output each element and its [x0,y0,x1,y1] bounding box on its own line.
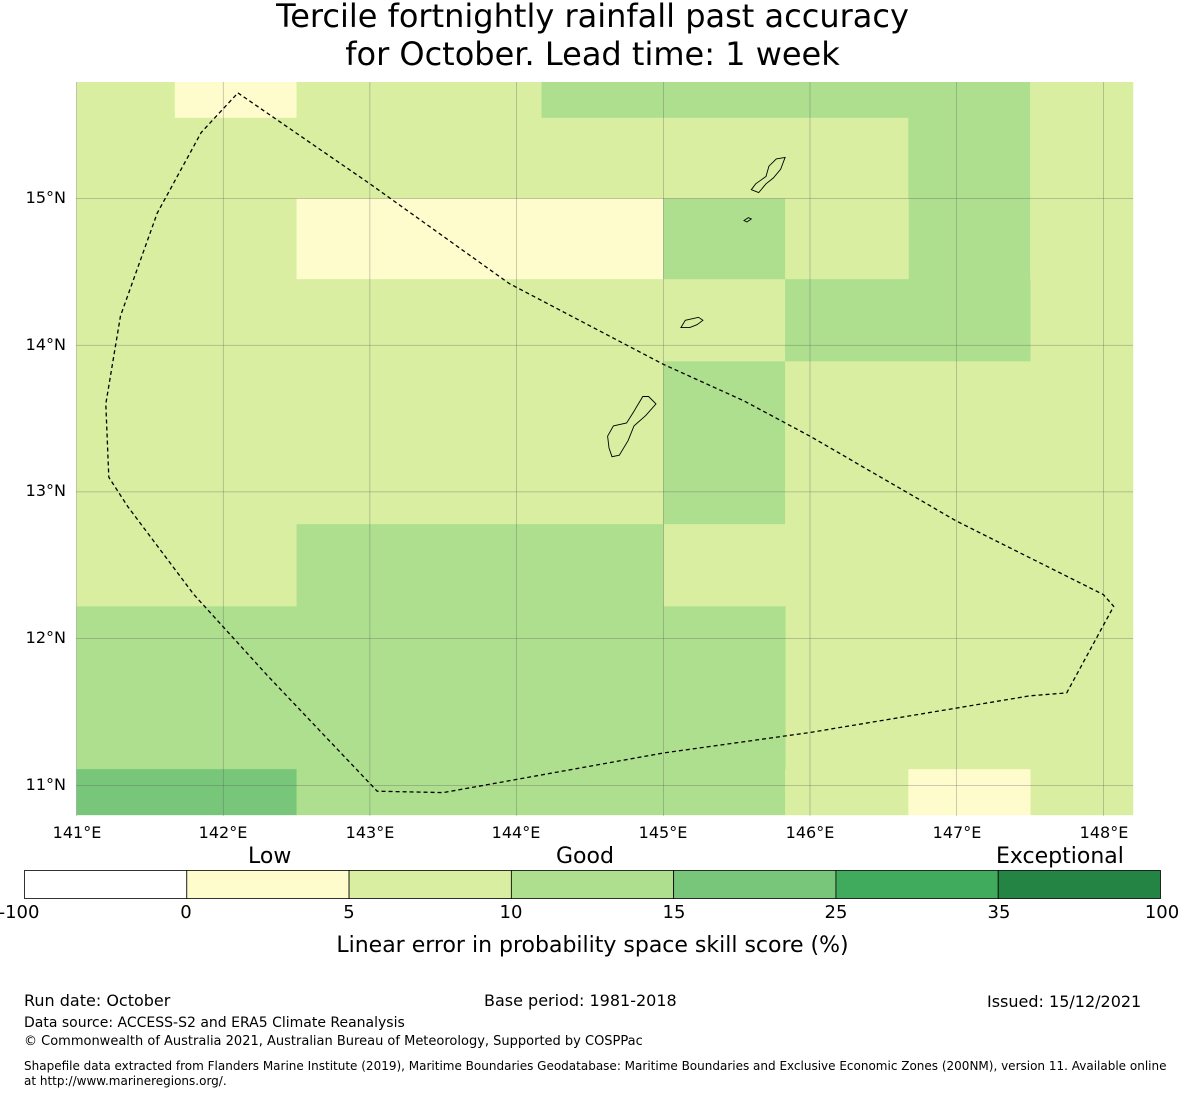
grid-cell [76,198,298,607]
skill-map [76,82,1134,816]
colorbar-category-exceptional: Exceptional [996,844,1124,869]
grid-cell [785,769,909,816]
grid-cell [296,82,543,119]
island-guam [607,396,657,458]
island-rota [680,316,704,329]
colorbar-tick: 35 [987,902,1011,923]
grid-cell [785,198,909,280]
colorbar-tick: 15 [662,902,686,923]
colorbar-label: Linear error in probability space skill … [336,933,849,958]
grid-cell [785,361,1031,770]
grid-cell [76,606,298,770]
x-tick-148e: 148°E [1079,823,1129,842]
y-tick-14n: 14°N [25,335,66,354]
x-tick-143e: 143°E [345,823,395,842]
island-saipan [750,156,786,194]
shapefile-credit-line2: at http://www.marineregions.org/. [24,1074,227,1088]
colorbar-category-good: Good [556,844,614,869]
grid-cell [663,606,786,816]
x-tick-146e: 146°E [785,823,835,842]
colorbar-segment [997,870,1161,899]
grid-cell [76,117,909,199]
grid-cell [663,279,786,362]
data-source: Data source: ACCESS-S2 and ERA5 Climate … [24,1015,405,1031]
grid-cell [76,769,298,816]
chart-title-line2: for October. Lead time: 1 week [345,35,840,73]
base-period: Base period: 1981-2018 [484,991,677,1010]
grid-cell [174,82,298,119]
y-tick-15n: 15°N [25,188,66,207]
x-tick-144e: 144°E [491,823,541,842]
colorbar-segment [835,870,999,899]
grid-cell [1030,117,1134,816]
shapefile-credit-line1: Shapefile data extracted from Flanders M… [24,1059,1167,1073]
colorbar-tick: 0 [180,902,192,923]
colorbar-tick: 10 [499,902,523,923]
chart-title-line1: Tercile fortnightly rainfall past accura… [276,0,909,35]
x-tick-141e: 141°E [52,823,102,842]
grid-cell [1030,82,1134,119]
x-tick-147e: 147°E [932,823,982,842]
grid-cell [663,361,786,525]
colorbar-segment [24,870,188,899]
island-tinian [743,217,753,223]
colorbar-tick: 25 [824,902,848,923]
copyright: © Commonwealth of Australia 2021, Austra… [24,1034,643,1049]
grid-cell [663,524,786,607]
grid-cell [541,82,1031,119]
grid-cell [663,198,786,280]
colorbar-segment [510,870,675,899]
y-tick-11n: 11°N [25,775,66,794]
colorbar-segment [348,870,512,899]
grid-cell [296,769,664,816]
x-tick-142e: 142°E [198,823,248,842]
grid-cell [296,198,664,280]
eez-boundary [105,92,1115,794]
colorbar-tick: 5 [343,902,355,923]
run-date: Run date: October [24,991,171,1010]
issued-date: Issued: 15/12/2021 [987,992,1142,1011]
grid-cell [76,82,176,119]
colorbar-tick: 100 [1144,902,1180,923]
x-tick-145e: 145°E [638,823,688,842]
colorbar-category-low: Low [248,844,292,869]
colorbar-segment [673,870,837,899]
colorbar-segment [186,870,350,899]
y-tick-12n: 12°N [25,628,66,647]
grid-cell [296,279,664,525]
grid-cell [785,279,1031,362]
grid-cell [908,769,1031,816]
grid-cell [296,524,664,770]
colorbar-tick: -100 [0,902,40,923]
colorbar [24,870,1161,899]
y-tick-13n: 13°N [25,481,66,500]
